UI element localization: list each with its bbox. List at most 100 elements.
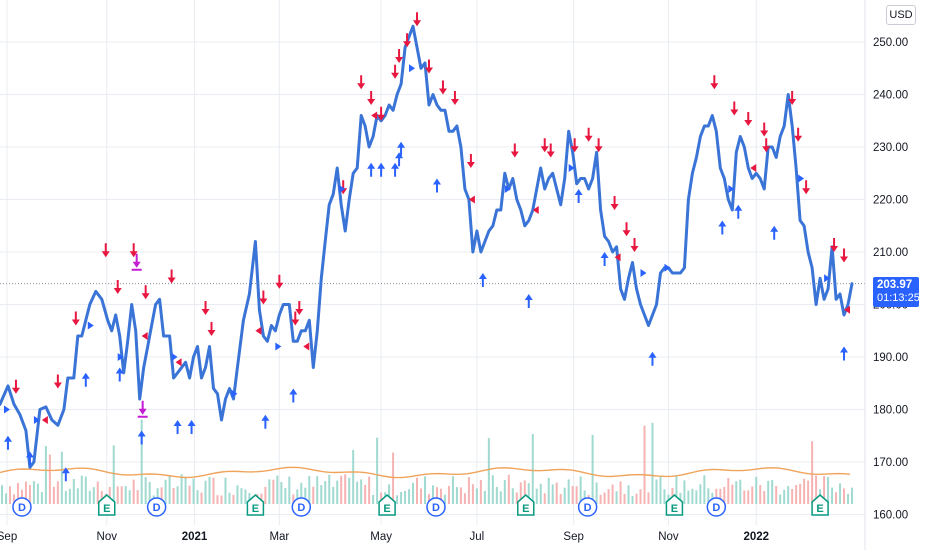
volume-bar bbox=[80, 475, 83, 504]
volume-bar bbox=[264, 486, 267, 504]
volume-bar bbox=[779, 494, 782, 504]
volume-bar bbox=[8, 486, 11, 504]
volume-bar bbox=[431, 485, 434, 504]
earnings-badge: E bbox=[246, 494, 265, 516]
price-line bbox=[0, 24, 854, 469]
buy-signal-arrow-head bbox=[395, 152, 404, 159]
volume-bar bbox=[172, 488, 175, 504]
volume-bar bbox=[16, 483, 19, 504]
volume-bar bbox=[160, 487, 163, 504]
volume-bar bbox=[280, 481, 283, 504]
y-tick-label: 220.00 bbox=[873, 195, 908, 207]
volume-bar bbox=[48, 454, 51, 504]
sell-signal-arrow-head bbox=[403, 41, 412, 48]
sell-signal-arrow-head bbox=[540, 146, 549, 153]
volume-bar bbox=[787, 486, 790, 504]
sell-signal-arrow bbox=[357, 75, 366, 90]
volume-bar bbox=[823, 476, 826, 504]
volume-bar bbox=[112, 445, 115, 504]
signal-flag bbox=[468, 195, 475, 204]
volume-bar bbox=[180, 474, 183, 504]
sell-signal-arrow-head bbox=[167, 277, 176, 284]
volume-ma-line bbox=[0, 466, 851, 479]
volume-bar bbox=[420, 488, 423, 504]
volume-bar bbox=[140, 419, 143, 504]
sell-signal-arrow bbox=[466, 154, 475, 168]
earnings-badge-label: E bbox=[671, 503, 678, 515]
signal-flag bbox=[824, 274, 831, 283]
sell-signal-arrow bbox=[570, 138, 579, 153]
signal-flag bbox=[409, 64, 416, 73]
sell-signal-arrow-head bbox=[275, 282, 284, 289]
earnings-badge-shape bbox=[517, 494, 535, 516]
volume-bar bbox=[739, 479, 742, 504]
volume-bar bbox=[763, 491, 766, 504]
buy-signal-arrow-head bbox=[648, 351, 657, 358]
volume-bar bbox=[352, 449, 355, 504]
buy-signal-arrow-head bbox=[391, 162, 400, 169]
buy-signal-arrow bbox=[734, 204, 743, 219]
earnings-badge-label: E bbox=[103, 503, 110, 515]
earnings-badge: E bbox=[378, 494, 396, 516]
sell-signal-arrow bbox=[53, 374, 62, 389]
sell-signal-arrow-head bbox=[710, 83, 719, 90]
volume-bar bbox=[4, 493, 7, 504]
y-tick-label: 160.00 bbox=[873, 510, 908, 522]
volume-bar bbox=[735, 481, 738, 504]
volume-bar bbox=[783, 489, 786, 504]
volume-bar bbox=[463, 493, 466, 504]
sell-signal-arrow-head bbox=[802, 188, 811, 195]
volume-bar bbox=[132, 479, 135, 504]
volume-bar bbox=[815, 475, 818, 504]
volume-bar bbox=[188, 485, 191, 504]
volume-bar bbox=[348, 477, 351, 504]
earnings-badge: E bbox=[517, 494, 535, 516]
signal-flag bbox=[255, 326, 262, 335]
buy-signal-arrow bbox=[432, 178, 441, 193]
sell-signal-arrow bbox=[71, 311, 80, 326]
volume-bar bbox=[44, 446, 47, 504]
sell-signal-arrow-head bbox=[584, 135, 593, 142]
dividend-badge: D bbox=[426, 497, 446, 517]
volume-bar bbox=[467, 477, 470, 504]
signal-flag bbox=[303, 342, 310, 351]
dividend-badge-label: D bbox=[153, 502, 161, 514]
x-tick-label: May bbox=[370, 531, 392, 543]
buy-signal-arrow bbox=[61, 467, 70, 482]
volume-bar bbox=[212, 477, 215, 504]
sell-signal-arrow bbox=[802, 180, 811, 195]
volume-bar bbox=[567, 479, 570, 504]
volume-bar bbox=[795, 485, 798, 504]
volume-bar bbox=[623, 493, 626, 504]
earnings-badge-label: E bbox=[383, 503, 390, 515]
volume-bar bbox=[244, 489, 247, 504]
volume-bar bbox=[428, 494, 430, 504]
y-tick-label: 250.00 bbox=[873, 37, 908, 49]
volume-bar bbox=[775, 486, 778, 504]
sell-signal-arrow bbox=[403, 33, 412, 48]
volume-bar bbox=[507, 474, 510, 504]
volume-bar bbox=[320, 485, 323, 504]
volume-bar bbox=[204, 480, 207, 504]
time-axis: Sep Nov 2021 Mar May Jul Sep Nov 2022 bbox=[0, 531, 769, 543]
volume-bar bbox=[547, 477, 550, 504]
volume-bar bbox=[619, 481, 622, 504]
volume-bar bbox=[176, 486, 179, 504]
currency-button[interactable]: USD bbox=[886, 5, 916, 25]
buy-signal-arrow bbox=[137, 430, 146, 445]
volume-bar bbox=[392, 452, 395, 504]
volume-bar bbox=[523, 480, 526, 504]
last-price-value: 203.97 bbox=[877, 279, 913, 291]
sell-signal-arrow bbox=[395, 49, 404, 63]
y-tick-label: 230.00 bbox=[873, 142, 908, 154]
volume-bar bbox=[60, 451, 63, 504]
sell-signal-arrow-head bbox=[295, 309, 304, 315]
volume-bar bbox=[531, 434, 534, 504]
volume-bar bbox=[216, 495, 219, 504]
buy-signal-arrow-head bbox=[261, 414, 270, 421]
sell-signal-arrow bbox=[710, 75, 719, 90]
sell-signal-arrow-head bbox=[413, 20, 422, 27]
buy-signal-arrow bbox=[391, 162, 400, 177]
volume-bar bbox=[699, 484, 702, 504]
